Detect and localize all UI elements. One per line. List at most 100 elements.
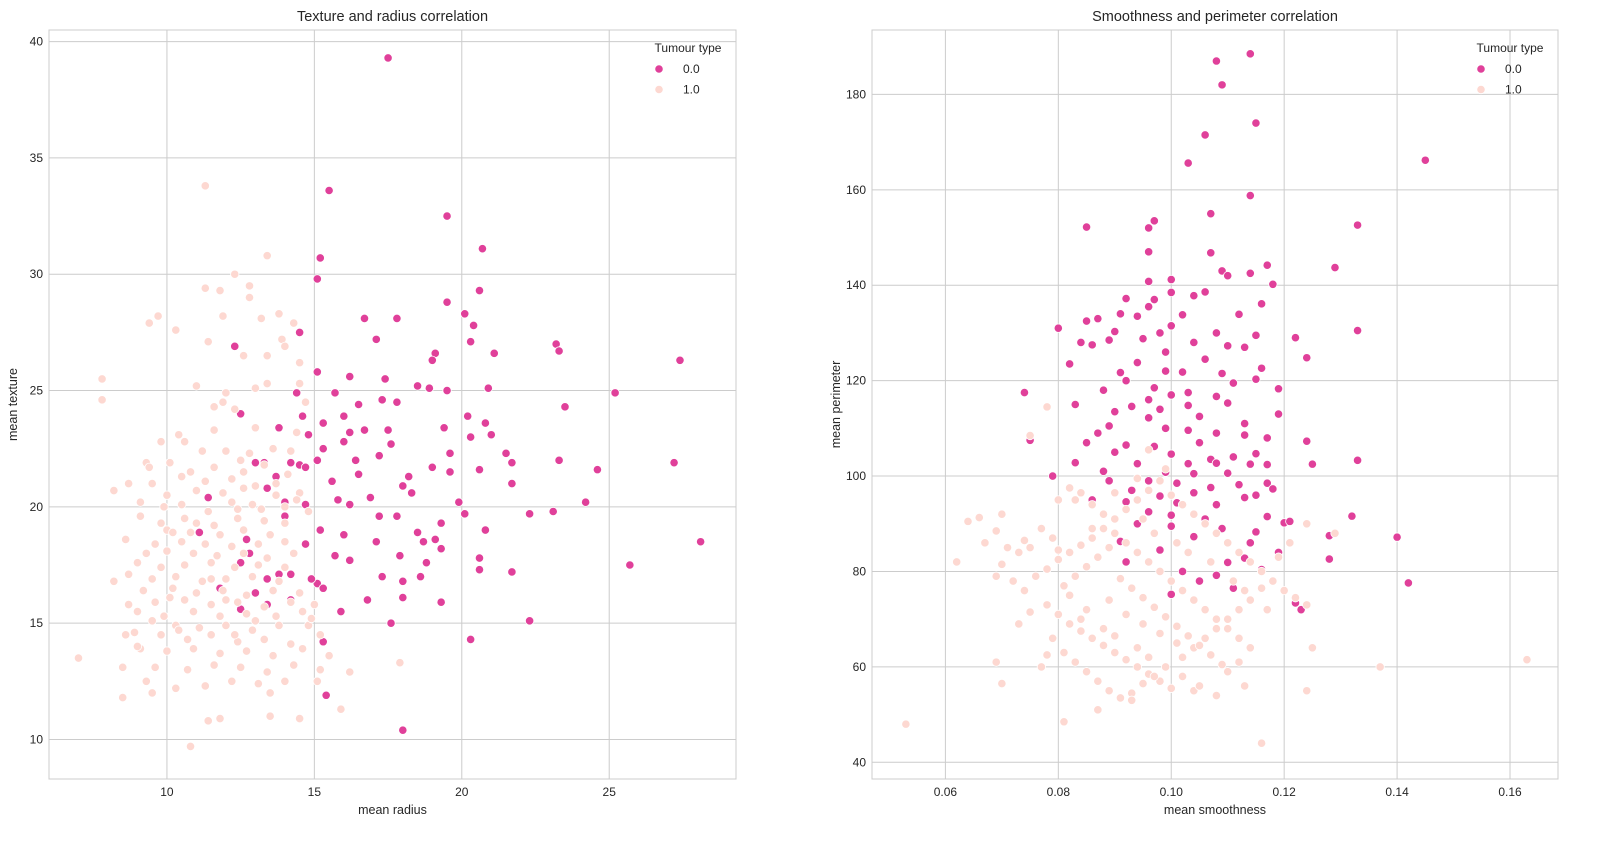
data-point [1189, 532, 1199, 542]
data-point [1211, 328, 1222, 338]
data-point [197, 446, 207, 456]
data-point [330, 388, 340, 398]
data-point [1228, 378, 1238, 388]
data-point [292, 427, 302, 438]
data-point [1183, 631, 1193, 641]
data-point [1206, 248, 1216, 258]
data-point [1138, 678, 1148, 689]
data-point [265, 530, 275, 540]
data-point [168, 583, 178, 593]
data-point [1392, 532, 1402, 542]
data-point [1155, 404, 1165, 414]
data-point [1048, 533, 1058, 543]
data-point [256, 504, 266, 514]
data-point [1115, 309, 1126, 319]
data-point [185, 467, 196, 477]
y-tick-label: 10 [30, 732, 44, 746]
data-point [153, 311, 163, 321]
data-point [221, 574, 231, 584]
data-point [625, 560, 635, 570]
data-point [436, 597, 446, 607]
legend-marker [654, 64, 664, 74]
data-point [1081, 316, 1092, 326]
data-point [398, 481, 408, 491]
data-point [203, 337, 213, 347]
data-point [250, 616, 260, 626]
x-tick-label: 0.12 [1272, 785, 1296, 799]
data-point [239, 548, 249, 558]
data-point [1076, 540, 1086, 550]
data-point [241, 534, 252, 545]
data-point [1127, 485, 1137, 495]
data-point [1234, 309, 1244, 319]
data-point [1245, 49, 1255, 59]
data-point [1177, 500, 1188, 510]
data-point [289, 318, 299, 328]
data-point [295, 588, 305, 598]
data-point [1070, 458, 1080, 468]
data-point [901, 719, 911, 729]
data-point [262, 553, 272, 563]
data-point [333, 495, 343, 505]
data-point [171, 325, 181, 335]
data-point [489, 348, 499, 358]
data-point [1183, 459, 1193, 469]
data-point [1144, 476, 1154, 486]
data-point [1352, 455, 1363, 465]
data-point [383, 425, 393, 435]
data-point [1132, 547, 1142, 557]
data-point [1217, 659, 1227, 670]
data-point [1307, 459, 1317, 469]
data-point [97, 374, 107, 384]
data-point [1059, 647, 1069, 658]
data-point [610, 388, 620, 398]
data-point [1268, 279, 1278, 289]
data-point [271, 490, 281, 500]
data-point [486, 430, 496, 440]
data-point [168, 527, 178, 538]
data-point [1144, 395, 1154, 405]
data-point [1104, 595, 1114, 605]
plot-frame [871, 29, 1559, 780]
y-tick-label: 25 [30, 384, 44, 398]
data-point [345, 499, 355, 510]
data-point [203, 506, 213, 517]
data-point [300, 462, 311, 472]
data-point [262, 574, 272, 584]
data-point [1177, 367, 1188, 377]
data-point [1240, 430, 1250, 440]
data-point [306, 613, 317, 624]
data-point [271, 611, 281, 621]
data-point [507, 567, 517, 577]
data-point [1098, 385, 1109, 395]
data-point [1223, 341, 1233, 351]
data-point [165, 592, 175, 603]
data-point [1375, 662, 1385, 672]
data-point [1104, 686, 1114, 696]
chart-panel-1: 10 15 20 25 10 15 20 25 30 35 40 Texture and radius… [6, 9, 737, 817]
data-point [1098, 509, 1109, 519]
data-point [209, 660, 219, 670]
data-point [156, 518, 166, 528]
data-point [1076, 488, 1086, 498]
data-point [374, 511, 384, 521]
data-point [1302, 519, 1312, 529]
data-point [386, 618, 396, 628]
data-point [1240, 492, 1250, 503]
data-point [1285, 538, 1295, 548]
data-point [1070, 657, 1080, 667]
data-point [1160, 662, 1171, 672]
data-point [227, 497, 237, 507]
legend-label: 0.0 [1505, 62, 1522, 76]
data-point [1014, 619, 1024, 629]
data-point [1240, 418, 1250, 429]
data-point [1223, 271, 1233, 281]
data-point [548, 506, 558, 517]
data-point [162, 646, 172, 656]
data-point [1177, 310, 1188, 320]
data-point [180, 560, 190, 570]
data-point [1110, 631, 1120, 641]
data-point [268, 585, 278, 596]
data-point [507, 478, 517, 489]
data-point [306, 574, 317, 584]
